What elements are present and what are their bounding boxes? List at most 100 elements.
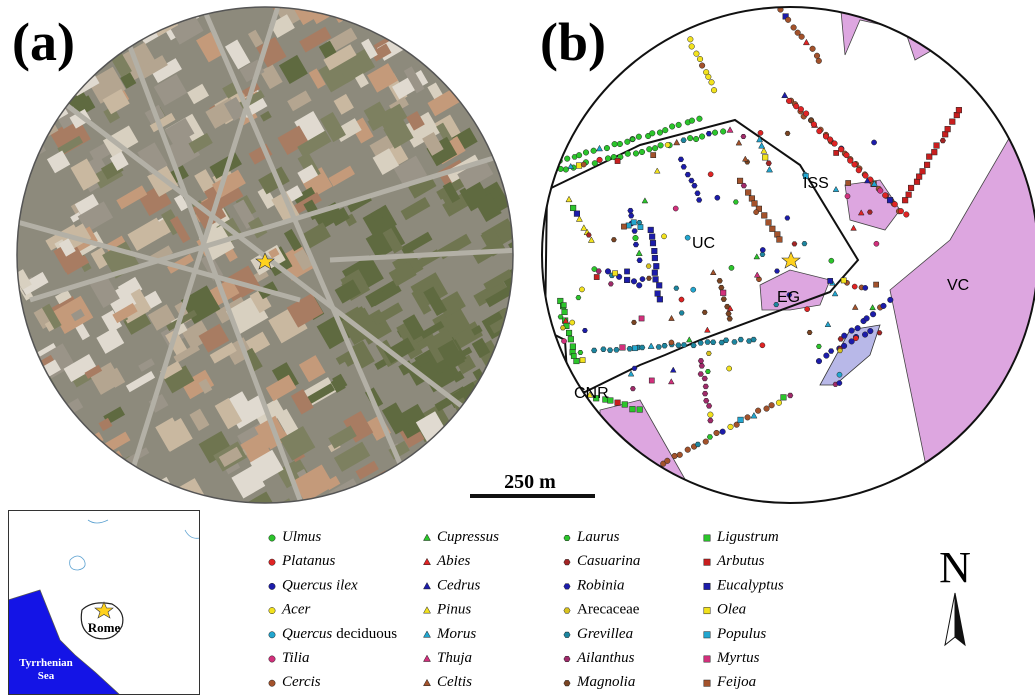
ground-patch — [308, 68, 326, 89]
tree-marker — [827, 136, 834, 143]
ground-patch — [297, 164, 319, 184]
ground-patch — [41, 303, 62, 330]
tree-marker — [876, 330, 883, 336]
ground-patch — [276, 457, 310, 489]
ground-patch — [209, 342, 237, 364]
inset-sea: Tyrrhenian Sea — [19, 657, 73, 682]
tree-marker — [838, 146, 845, 153]
tree-marker — [567, 336, 574, 343]
ground-patch — [337, 48, 376, 83]
ground-patch — [465, 473, 507, 503]
tree-marker — [636, 257, 643, 263]
ground-patch — [471, 337, 491, 359]
ground-patch — [514, 440, 538, 459]
tree-marker — [848, 327, 855, 334]
tree-marker — [841, 332, 848, 339]
legend-label-part: Olea — [717, 602, 746, 618]
legend-symbol — [423, 606, 431, 614]
tree-marker — [632, 345, 638, 352]
tree-marker — [654, 290, 661, 297]
tree-marker — [726, 365, 733, 372]
ground-patch — [57, 135, 84, 156]
ground-patch — [20, 271, 49, 296]
tree-marker — [632, 150, 640, 157]
tree-marker — [565, 329, 573, 337]
tree-marker — [720, 296, 727, 302]
ground-patch — [116, 185, 148, 210]
north-label: N — [939, 543, 971, 592]
ground-patch — [260, 110, 272, 122]
ground-patch — [61, 420, 82, 440]
tree-marker — [939, 137, 946, 144]
ground-patch — [433, 44, 446, 56]
tree-marker — [880, 302, 887, 309]
ground-patch — [218, 446, 243, 468]
legend-label-part: Populus — [716, 626, 766, 642]
tree-marker — [613, 347, 620, 353]
ground-patch — [438, 467, 460, 493]
tree-marker — [857, 209, 865, 216]
ground-patch — [69, 108, 91, 129]
legend-label-part: Quercus — [282, 626, 332, 642]
tree-marker — [570, 353, 577, 359]
ground-patch — [259, 64, 283, 90]
legend-label: Quercus deciduous — [282, 626, 397, 642]
ground-patch — [243, 491, 274, 503]
ground-patch — [395, 8, 416, 32]
ground-patch — [428, 487, 452, 503]
tree-marker — [711, 129, 719, 136]
ground-patch — [104, 464, 131, 490]
tree-marker — [624, 268, 630, 275]
ground-patch — [17, 404, 57, 441]
tree-marker — [648, 377, 655, 384]
tree-marker — [575, 162, 583, 169]
area-label: UC — [692, 235, 715, 252]
tree-marker — [786, 292, 793, 298]
ground-patch — [488, 7, 513, 21]
tree-marker — [761, 212, 768, 219]
tree-marker — [561, 308, 568, 316]
tree-marker — [746, 338, 753, 344]
legend-symbol — [563, 583, 571, 590]
ground-patch — [163, 365, 195, 394]
inset-city: Rome — [88, 620, 121, 635]
ground-patch — [113, 7, 140, 32]
tree-marker — [694, 441, 701, 448]
ground-patch — [290, 388, 314, 415]
tree-marker — [650, 152, 657, 158]
ground-patch — [367, 63, 399, 93]
tree-marker — [803, 110, 810, 117]
ground-patch — [24, 423, 40, 439]
tree-marker — [595, 144, 603, 152]
tree-marker — [760, 147, 768, 154]
legend-label-part: Ligustrum — [716, 529, 779, 545]
ground-patch — [34, 406, 73, 441]
tree-marker — [696, 197, 703, 203]
tree-marker — [862, 285, 869, 291]
north-arrow — [954, 592, 966, 647]
ground-patch — [278, 54, 308, 85]
tree-marker — [815, 57, 822, 64]
ground-patch — [479, 383, 508, 411]
tree-marker — [626, 346, 633, 352]
tree-marker — [848, 338, 855, 345]
legend-symbol — [563, 607, 571, 614]
tree-marker — [705, 403, 713, 409]
ground-patch — [516, 228, 542, 257]
ground-patch — [19, 94, 53, 128]
tree-marker — [853, 335, 859, 342]
tree-marker — [740, 182, 747, 189]
ground-patch — [293, 186, 316, 205]
tree-marker — [562, 317, 569, 324]
road — [117, 7, 283, 503]
ground-patch — [349, 489, 375, 503]
legend-label: Arbutus — [716, 554, 765, 570]
tree-marker — [671, 452, 678, 460]
tree-map — [542, 7, 1035, 503]
tree-marker — [651, 269, 658, 276]
legend-label: Thuja — [437, 650, 472, 666]
road — [17, 217, 301, 303]
ground-patch — [456, 417, 483, 438]
tree-marker — [891, 201, 898, 208]
